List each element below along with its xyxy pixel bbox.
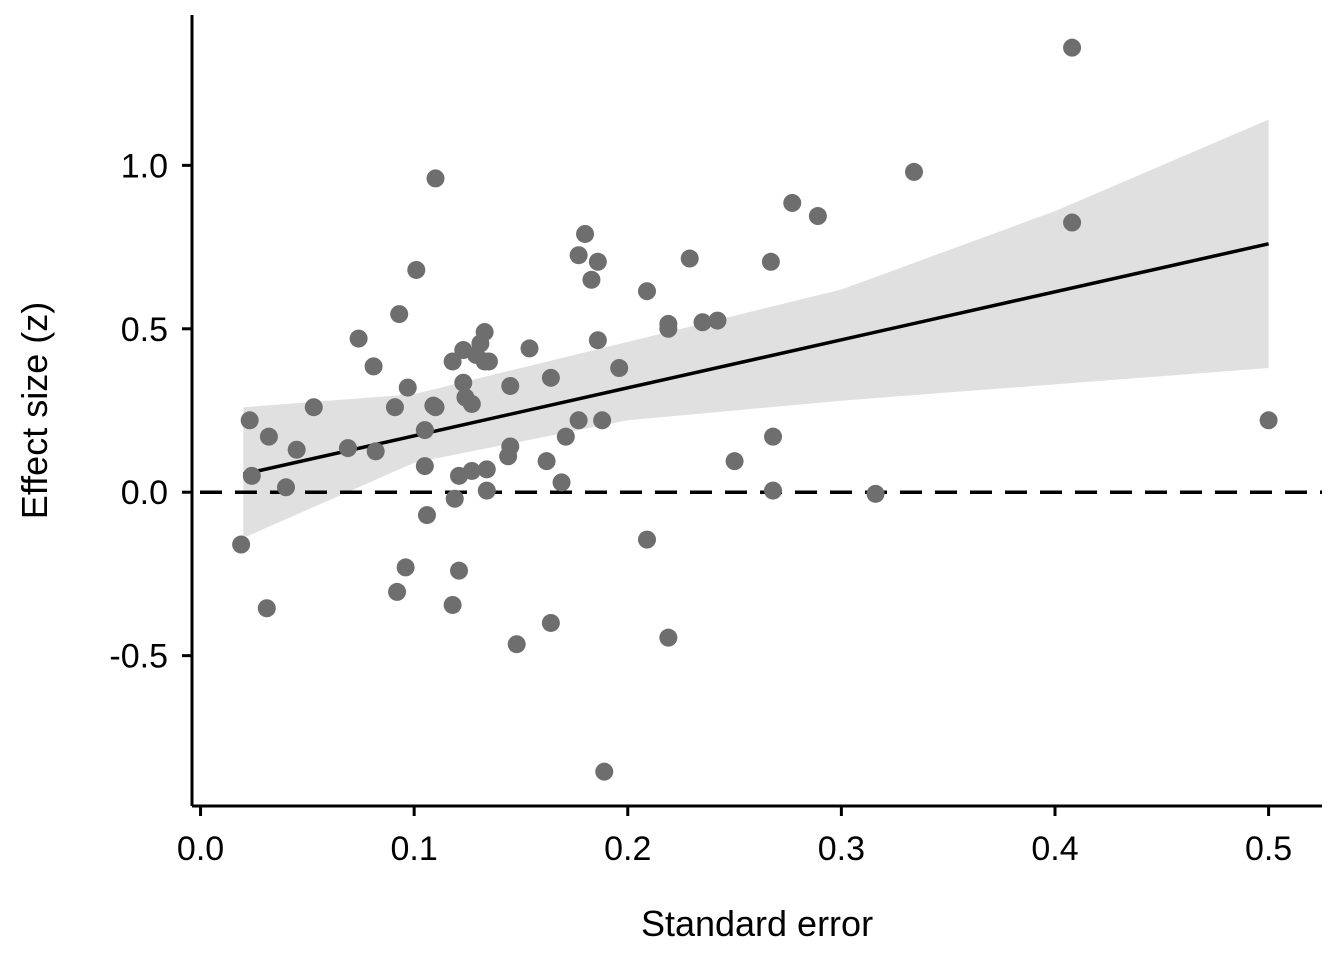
data-point [659,314,678,333]
data-point [708,311,727,330]
data-point [507,635,526,654]
y-tick-label: -0.5 [109,638,168,676]
data-point [443,352,462,371]
data-point [569,411,588,430]
x-tick-label: 0.3 [818,830,865,868]
data-point [541,613,560,632]
data-point [1259,411,1278,430]
y-tick-label: 0.0 [121,474,168,512]
data-point [595,762,614,781]
data-point [610,359,629,378]
data-point [338,439,357,458]
x-tick-label: 0.1 [391,830,438,868]
data-point [501,437,520,456]
regression-line [242,242,1269,476]
x-axis-title: Standard error [641,903,873,944]
data-point [588,252,607,271]
data-point [257,599,276,618]
data-point [396,558,415,577]
data-point [1063,38,1082,57]
confidence-band [243,119,1269,538]
data-point [537,452,556,471]
x-tick-label: 0.4 [1031,830,1078,868]
data-point [407,260,426,279]
x-axis-ticks: 0.0 0.1 0.2 0.3 0.4 0.5 [177,806,1292,868]
data-point [501,376,520,395]
data-point [240,411,259,430]
data-point [366,442,385,461]
data-point [593,411,612,430]
x-tick-label: 0.5 [1245,830,1292,868]
data-point [304,398,323,417]
data-point [390,305,409,324]
data-point [426,169,445,188]
data-point [450,561,469,580]
data-point [415,457,434,476]
data-point [475,323,494,342]
data-point [520,339,539,358]
data-point [276,478,295,497]
data-point [541,368,560,387]
y-axis-title: Effect size (z) [14,302,55,519]
data-point [242,466,261,485]
data-point [385,398,404,417]
data-point [477,481,496,500]
data-point [349,329,368,348]
data-point [462,394,481,413]
data-point [552,473,571,492]
data-point [866,484,885,503]
data-point [905,162,924,181]
data-point [398,378,417,397]
data-point [426,398,445,417]
data-point [725,452,744,471]
data-point [680,249,699,268]
data-points [232,38,1278,781]
y-tick-label: 1.0 [121,147,168,185]
data-point [232,535,251,554]
data-point [388,582,407,601]
data-point [259,427,278,446]
data-point [576,224,595,243]
data-point [479,352,498,371]
data-point [445,489,464,508]
data-point [637,282,656,301]
data-point [477,460,496,479]
data-point [287,440,306,459]
data-point [415,421,434,440]
data-point [764,481,783,500]
data-point [659,628,678,647]
data-point [443,595,462,614]
data-point [569,246,588,265]
data-point [417,506,436,525]
data-point [556,427,575,446]
data-point [764,427,783,446]
data-point [693,313,712,332]
data-point [637,530,656,549]
data-point [1063,213,1082,232]
x-tick-label: 0.0 [177,830,224,868]
data-point [588,331,607,350]
data-point [808,207,827,226]
x-tick-label: 0.2 [604,830,651,868]
data-point [783,193,802,212]
data-point [454,373,473,392]
data-point [364,357,383,376]
data-point [761,252,780,271]
data-point [582,270,601,289]
y-axis-ticks: -0.5 0.0 0.5 1.0 [109,147,192,676]
y-tick-label: 0.5 [121,311,168,349]
data-point [462,461,481,480]
